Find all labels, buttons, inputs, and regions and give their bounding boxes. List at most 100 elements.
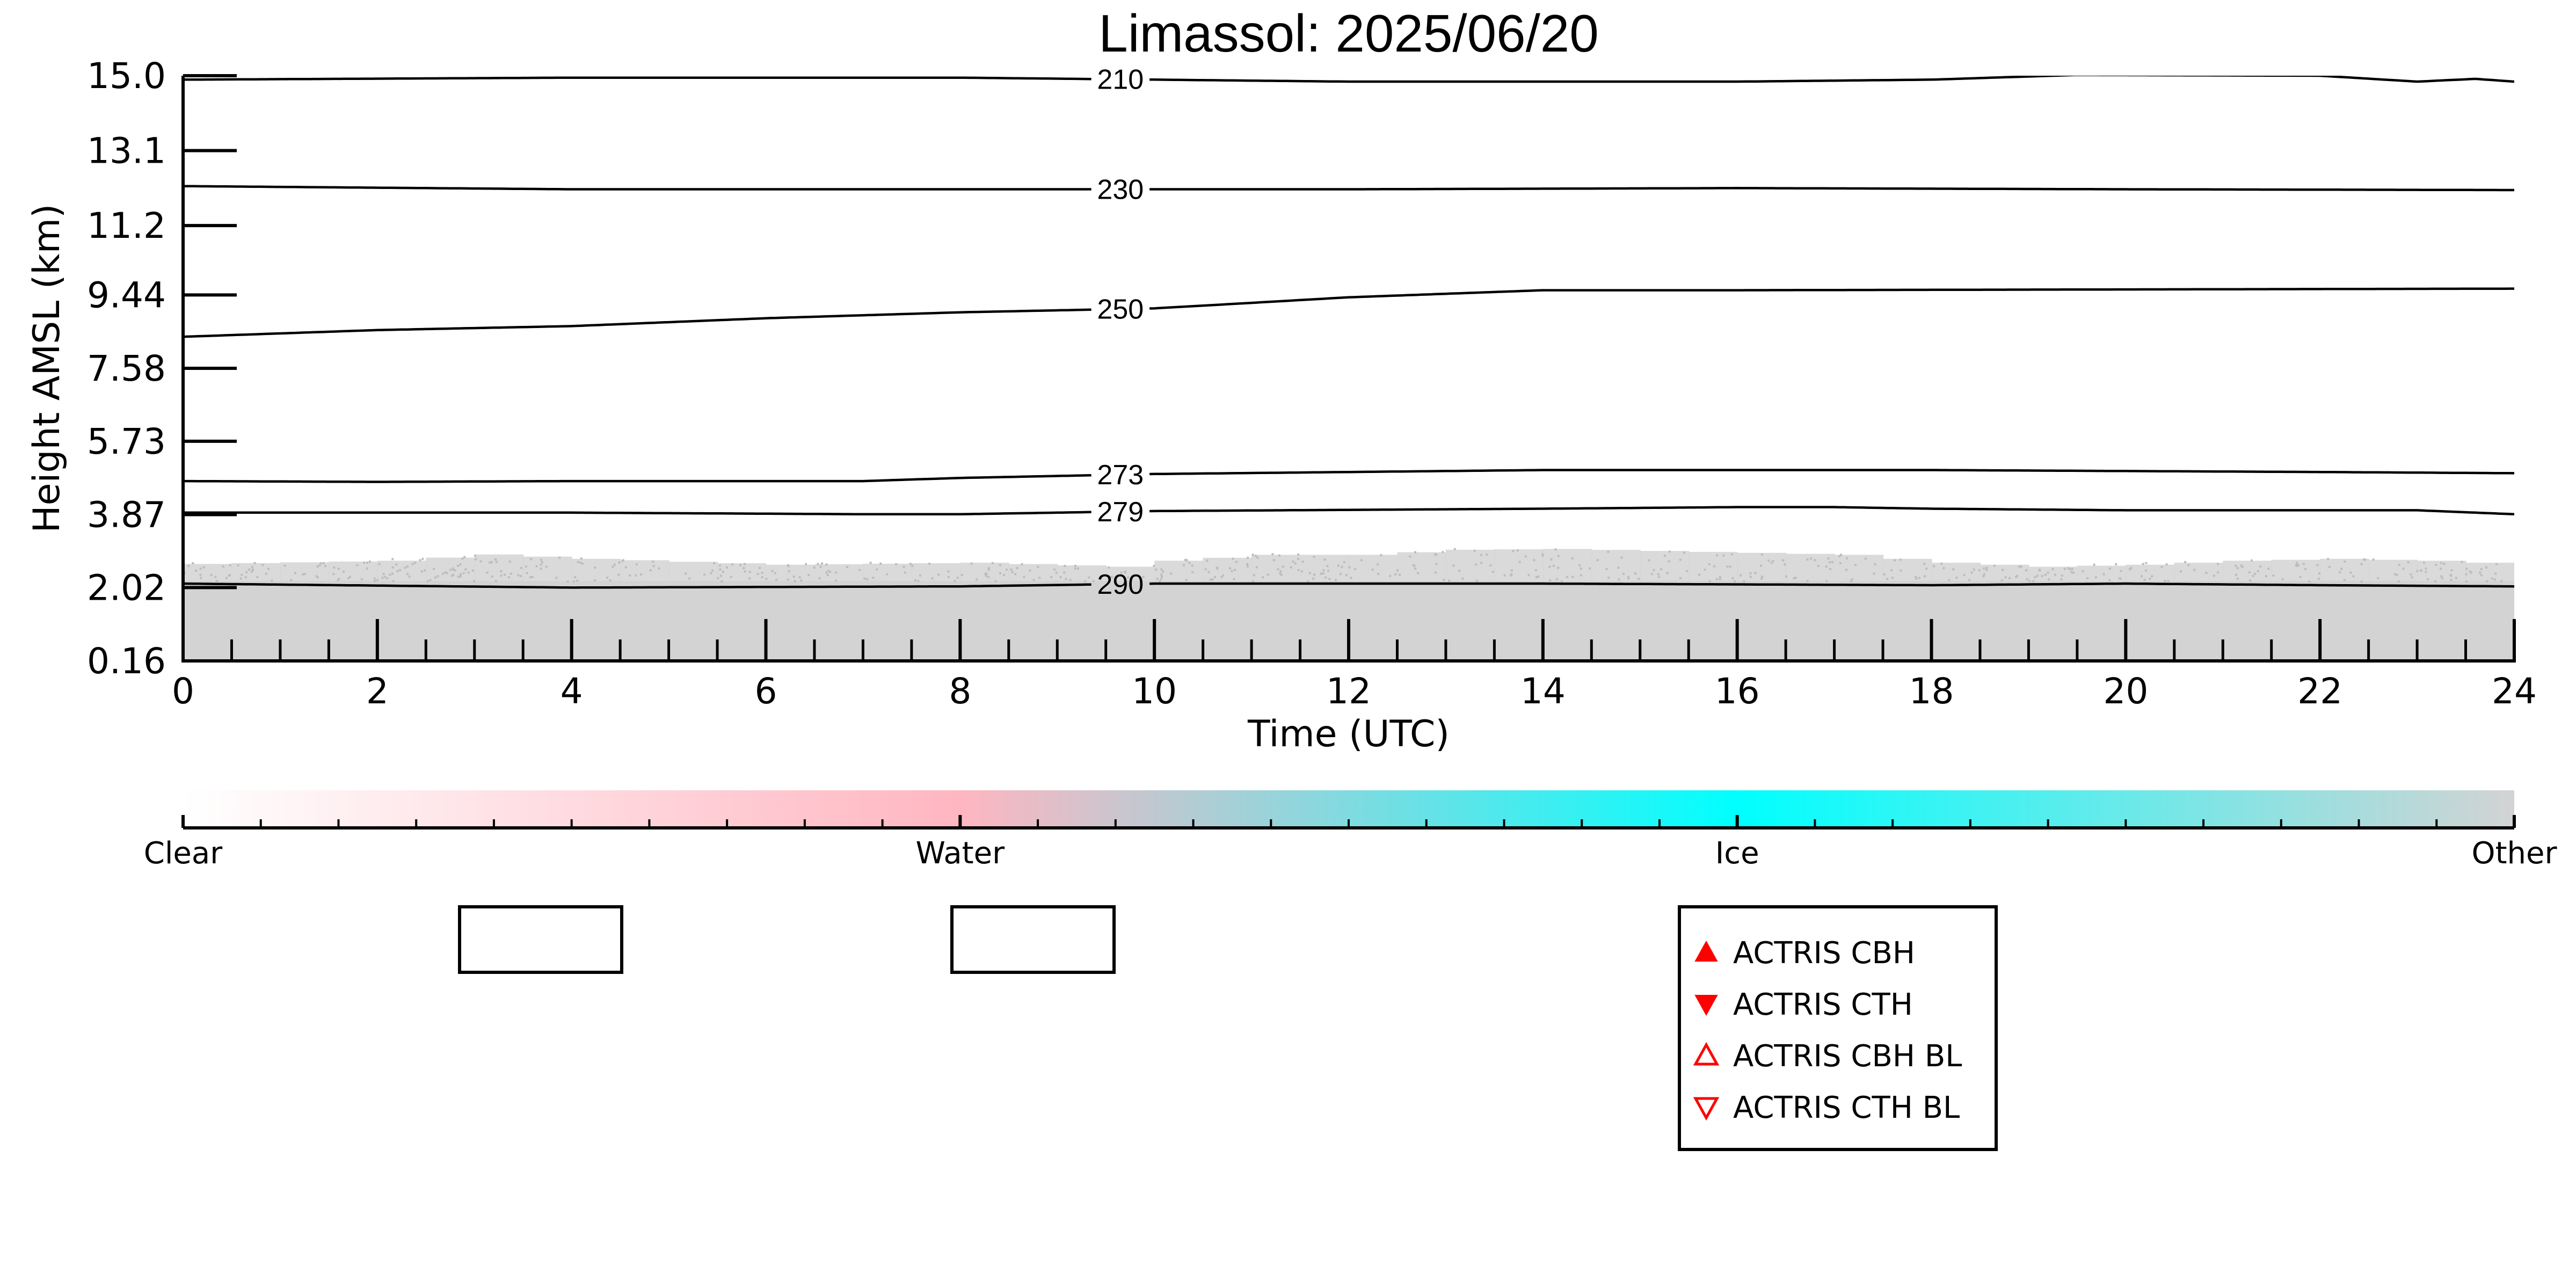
other-speckle-point bbox=[459, 575, 462, 578]
other-speckle-band bbox=[960, 563, 1009, 581]
other-speckle-point bbox=[2002, 569, 2004, 571]
other-speckle-point bbox=[1297, 553, 1299, 556]
other-speckle-point bbox=[2398, 564, 2400, 566]
other-speckle-band bbox=[474, 554, 524, 581]
contour-label-210: 210 bbox=[1097, 64, 1144, 96]
other-speckle-point bbox=[303, 573, 306, 576]
other-speckle-point bbox=[463, 556, 466, 558]
other-speckle-point bbox=[1541, 553, 1544, 556]
other-speckle-point bbox=[1191, 571, 1194, 573]
other-speckle-point bbox=[2252, 574, 2254, 577]
other-speckle-point bbox=[1620, 556, 1623, 559]
other-speckle-point bbox=[1829, 568, 1831, 571]
other-speckle-point bbox=[360, 578, 363, 580]
other-speckle-point bbox=[316, 576, 319, 579]
other-speckle-point bbox=[1417, 572, 1420, 574]
other-speckle-point bbox=[267, 567, 270, 570]
other-speckle-point bbox=[1761, 576, 1764, 578]
other-speckle-point bbox=[494, 558, 497, 561]
other-speckle-point bbox=[635, 574, 637, 577]
other-speckle-point bbox=[2360, 563, 2363, 565]
legend-entries: ACTRIS CBH ACTRIS CTH ACTRIS CBH BL ACTRIS … bbox=[1693, 936, 1962, 1125]
other-speckle-point bbox=[419, 559, 421, 562]
other-speckle-point bbox=[1088, 576, 1090, 579]
other-speckle-point bbox=[462, 572, 465, 574]
other-speckle-point bbox=[1536, 576, 1538, 578]
x-tick-label: 10 bbox=[1132, 671, 1177, 712]
other-speckle-point bbox=[1806, 558, 1809, 561]
other-speckle-point bbox=[474, 555, 476, 557]
other-speckle-point bbox=[1657, 576, 1660, 578]
other-speckle-point bbox=[215, 580, 218, 583]
other-speckle-point bbox=[318, 564, 321, 567]
other-speckle-point bbox=[1942, 567, 1945, 570]
other-speckle-point bbox=[2187, 564, 2190, 566]
other-speckle-point bbox=[2308, 580, 2311, 583]
other-speckle-point bbox=[1399, 573, 1401, 576]
other-speckle-point bbox=[1191, 564, 1194, 567]
other-speckle-band bbox=[1008, 564, 1058, 581]
other-speckle-point bbox=[1509, 574, 1512, 577]
other-speckle-point bbox=[775, 578, 778, 581]
other-speckle-point bbox=[624, 566, 627, 569]
other-speckle-point bbox=[2072, 571, 2075, 574]
other-speckle-point bbox=[2016, 574, 2018, 577]
other-speckle-point bbox=[771, 570, 774, 572]
other-speckle-point bbox=[2494, 572, 2497, 575]
other-speckle-point bbox=[818, 577, 821, 579]
other-speckle-point bbox=[1216, 566, 1218, 569]
y-tick-label: 2.02 bbox=[87, 567, 166, 608]
other-speckle-point bbox=[1686, 570, 1689, 572]
other-speckle-point bbox=[1064, 565, 1066, 567]
other-speckle-point bbox=[886, 573, 889, 576]
other-speckle-point bbox=[1323, 558, 1326, 561]
other-speckle-point bbox=[2167, 580, 2170, 583]
other-speckle-point bbox=[895, 563, 898, 565]
other-speckle-point bbox=[2108, 579, 2111, 581]
other-speckle-point bbox=[508, 561, 511, 563]
other-speckle-point bbox=[2217, 571, 2219, 574]
other-speckle-point bbox=[389, 573, 391, 576]
other-speckle-point bbox=[446, 572, 448, 574]
other-speckle-point bbox=[2440, 567, 2442, 570]
other-speckle-point bbox=[1120, 571, 1123, 574]
other-speckle-band bbox=[814, 564, 864, 581]
other-speckle-point bbox=[1443, 579, 1445, 581]
other-speckle-point bbox=[1050, 576, 1053, 578]
other-speckle-point bbox=[658, 567, 660, 570]
other-speckle-point bbox=[2141, 575, 2143, 578]
other-speckle-band bbox=[1494, 549, 1544, 581]
other-speckle-point bbox=[1716, 554, 1718, 557]
other-speckle-point bbox=[520, 575, 522, 577]
other-speckle-point bbox=[1301, 561, 1304, 563]
other-speckle-point bbox=[1324, 576, 1327, 579]
other-speckle-point bbox=[2165, 563, 2168, 566]
other-speckle-point bbox=[2422, 562, 2425, 564]
other-speckle-point bbox=[343, 570, 345, 573]
other-speckle-point bbox=[1571, 576, 1574, 578]
other-speckle-point bbox=[452, 567, 454, 570]
other-speckle-point bbox=[988, 567, 991, 570]
other-speckle-point bbox=[1228, 567, 1231, 570]
other-speckle-point bbox=[947, 570, 950, 573]
other-speckle-point bbox=[2344, 579, 2346, 581]
other-speckle-point bbox=[748, 577, 751, 580]
other-speckle-point bbox=[1760, 578, 1763, 580]
other-speckle-point bbox=[1161, 575, 1163, 578]
other-speckle-point bbox=[1561, 580, 1563, 583]
other-speckle-point bbox=[722, 571, 724, 573]
other-speckle-point bbox=[577, 561, 579, 563]
other-speckle-point bbox=[433, 567, 435, 570]
x-tick-label: 6 bbox=[755, 671, 777, 712]
other-speckle-point bbox=[319, 562, 322, 565]
other-speckle-point bbox=[2063, 567, 2066, 570]
other-speckle-point bbox=[195, 570, 198, 572]
other-speckle-point bbox=[1207, 571, 1210, 573]
other-speckle-point bbox=[444, 571, 447, 574]
other-speckle-point bbox=[1864, 557, 1867, 560]
other-speckle-point bbox=[1580, 574, 1583, 577]
other-speckle-point bbox=[2450, 579, 2453, 581]
other-speckle-point bbox=[1760, 564, 1762, 567]
other-speckle-point bbox=[214, 576, 217, 578]
